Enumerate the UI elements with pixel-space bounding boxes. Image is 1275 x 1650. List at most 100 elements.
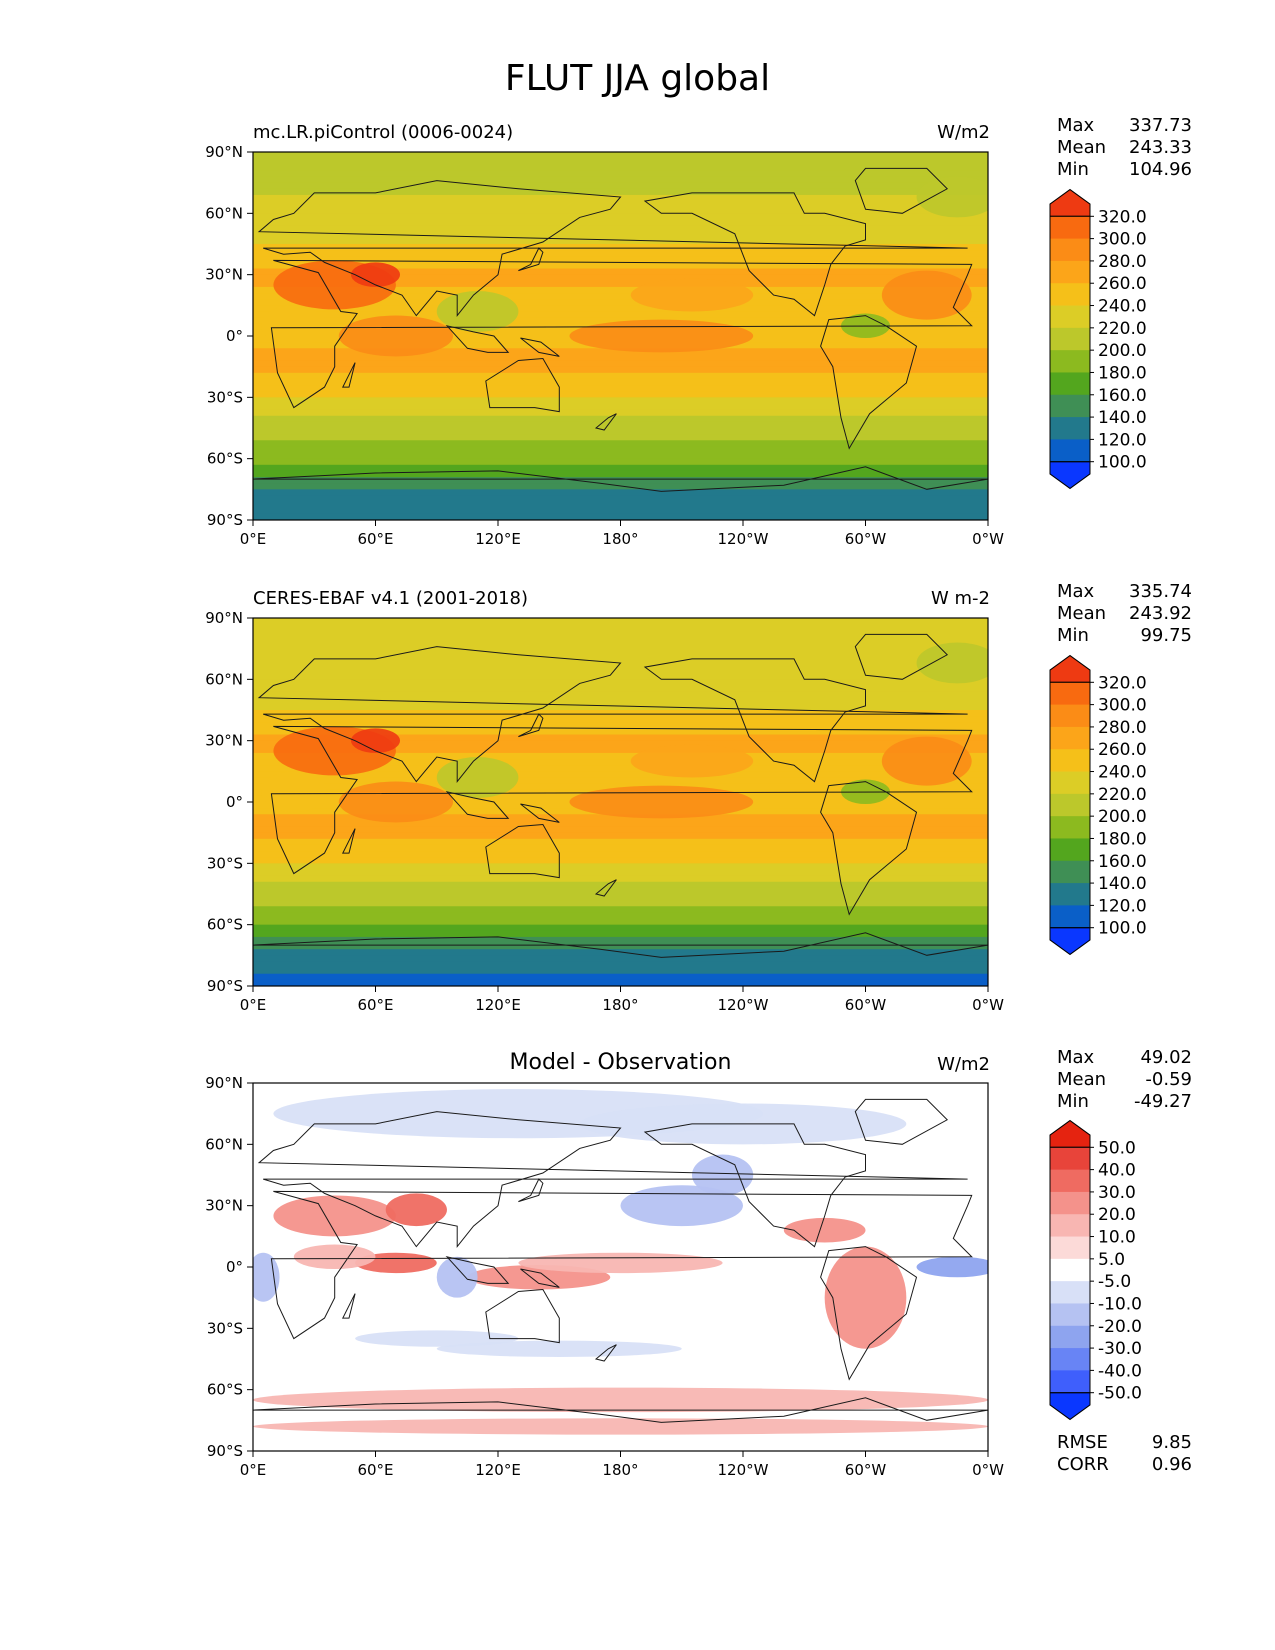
colorbar-label: 120.0 (1098, 896, 1147, 916)
field-feature (916, 1256, 988, 1278)
field-band (253, 722, 988, 729)
field-band (253, 918, 988, 926)
colorbar-segment (1050, 372, 1090, 396)
lat-tick-label: 60°N (205, 670, 243, 688)
field-band (253, 728, 988, 736)
field-feature (783, 1217, 866, 1243)
field-feature (569, 319, 754, 353)
colorbar-segment (1050, 726, 1090, 750)
field-band (253, 936, 988, 944)
stat-label: Mean (1057, 603, 1107, 624)
coastline (253, 932, 988, 958)
field-band (253, 317, 988, 325)
coastline (594, 879, 617, 897)
field-band (253, 483, 988, 490)
lon-tick-label: 120°W (718, 996, 769, 1014)
field-band (253, 513, 988, 520)
colorbar-extend-bottom (1049, 927, 1091, 956)
field-band (253, 863, 988, 871)
field-band (253, 311, 988, 319)
coastline (270, 259, 973, 409)
field-band (253, 642, 988, 650)
field-band (253, 470, 988, 478)
colorbar-segment (1050, 816, 1090, 839)
field-band (253, 703, 988, 711)
field (253, 152, 988, 520)
coastline (518, 713, 544, 738)
field-band (253, 618, 988, 625)
field-band (253, 759, 988, 766)
field-band (253, 446, 988, 454)
colorbar-extend-bottom (1049, 461, 1091, 490)
field-band (253, 851, 988, 858)
field-band (253, 250, 988, 257)
stat-value: 99.75 (1140, 625, 1192, 646)
field-feature (293, 1244, 376, 1270)
field-band (253, 207, 988, 214)
field-band (253, 213, 988, 221)
field-band (253, 740, 988, 748)
field-feature (916, 642, 988, 684)
colorbar-segment (1050, 238, 1090, 262)
coastline (854, 167, 949, 214)
coastline (270, 1190, 973, 1340)
panel-left-title: mc.LR.piControl (0006-0024) (253, 122, 514, 143)
field-band (253, 299, 988, 306)
lat-tick-label: 90°N (205, 143, 243, 161)
coastline (854, 1098, 949, 1145)
coastline (820, 315, 918, 450)
field-band (253, 348, 988, 355)
field-band (253, 654, 988, 662)
coastline (253, 466, 988, 492)
field-band (253, 783, 988, 791)
field-band (253, 667, 988, 674)
colorbar-segment (1050, 838, 1090, 862)
colorbar-label: 10.0 (1098, 1228, 1136, 1248)
colorbar-segment (1050, 1147, 1090, 1171)
colorbar-label: 100.0 (1098, 453, 1147, 473)
lon-tick-label: 0°E (240, 1461, 267, 1479)
colorbar-frame (1049, 215, 1091, 463)
lon-tick-label: 60°E (357, 1461, 393, 1479)
colorbar-segment (1050, 350, 1090, 373)
field-band (253, 274, 988, 282)
lon-tick-label: 180° (602, 1461, 638, 1479)
field-band (253, 237, 988, 245)
colorbar-segment (1050, 1325, 1090, 1349)
coastline (518, 1178, 544, 1203)
colorbar-segment (1050, 1258, 1090, 1282)
colorbar-segment (1050, 1236, 1090, 1260)
field-feature (436, 1256, 478, 1298)
field-band (253, 746, 988, 754)
field-band (253, 955, 988, 963)
stat-value: 104.96 (1129, 159, 1192, 180)
colorbar-label: 260.0 (1098, 740, 1147, 760)
field-band (253, 838, 988, 846)
colorbar-frame (1049, 681, 1091, 929)
field-band (253, 752, 988, 760)
field-band (253, 636, 988, 644)
lat-tick-label: 90°S (207, 1442, 243, 1460)
colorbar-extend-bottom (1049, 1392, 1091, 1421)
field-feature (385, 1193, 447, 1227)
field-band (253, 826, 988, 834)
lat-tick-label: 60°N (205, 1135, 243, 1153)
field-band (253, 464, 988, 472)
stat-label: Min (1057, 625, 1089, 646)
lat-tick-label: 60°S (207, 450, 243, 468)
field-band (253, 194, 988, 202)
colorbar-label: -40.0 (1098, 1361, 1142, 1381)
field-band (253, 507, 988, 515)
lat-tick-label: 90°S (207, 511, 243, 529)
stat-value: 49.02 (1140, 1047, 1192, 1068)
stat-value: 335.74 (1129, 581, 1192, 602)
field-feature (338, 315, 454, 357)
colorbar-label: 30.0 (1098, 1183, 1136, 1203)
field-band (253, 881, 988, 889)
stat-label: Max (1057, 115, 1095, 136)
field-band (253, 293, 988, 300)
colorbar-label: 240.0 (1098, 297, 1147, 317)
field-band (253, 624, 988, 631)
lat-tick-label: 90°S (207, 977, 243, 995)
